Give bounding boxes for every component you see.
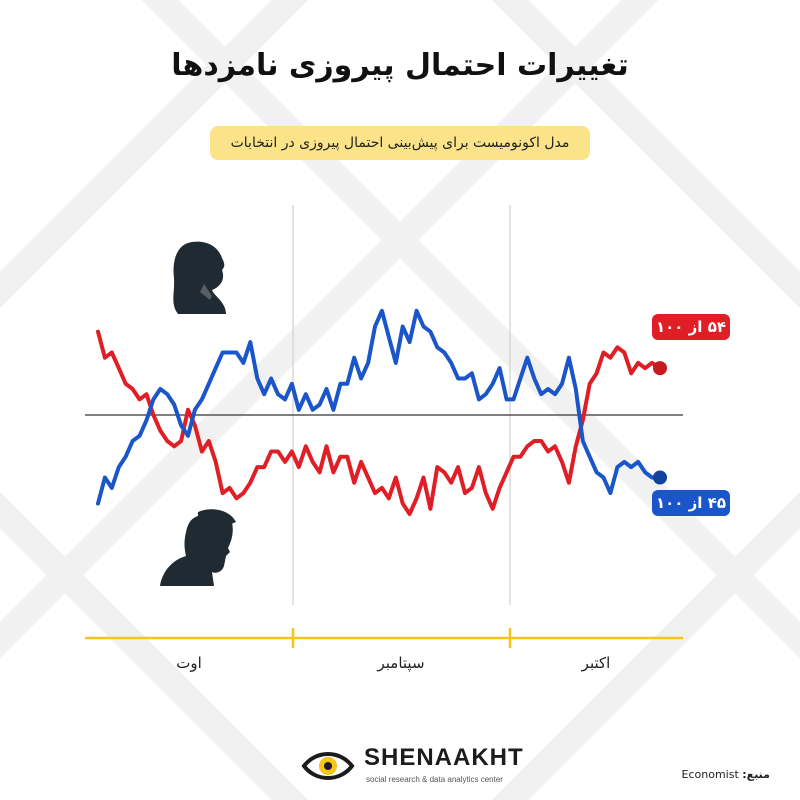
source-value: Economist bbox=[681, 768, 739, 781]
end-label-blue-text: ۴۵ از ۱۰۰ bbox=[656, 494, 726, 512]
month-label-september: سپتامبر bbox=[376, 654, 424, 673]
candidate-silhouette-female-icon bbox=[173, 241, 226, 314]
candidate-silhouette-male-icon bbox=[160, 509, 236, 586]
page-title: تغییرات احتمال پیروزی نامزدها bbox=[171, 48, 629, 83]
subtitle-box: مدل اکونومیست برای پیش‌بینی احتمال پیروز… bbox=[210, 126, 590, 160]
month-label-october: اکتبر bbox=[581, 654, 611, 672]
source-credit: منبع: Economist bbox=[682, 768, 770, 781]
end-label-blue: ۴۵ از ۱۰۰ bbox=[652, 490, 730, 516]
source-label: منبع: bbox=[742, 768, 770, 781]
end-point-blue bbox=[653, 470, 667, 485]
brand-tagline: social research & data analytics center bbox=[366, 775, 503, 784]
end-label-red-badge bbox=[652, 314, 730, 340]
brand-logo-eye-icon bbox=[301, 752, 355, 780]
end-label-red-text: ۵۴ از ۱۰۰ bbox=[656, 318, 726, 336]
subtitle: مدل اکونومیست برای پیش‌بینی احتمال پیروز… bbox=[230, 135, 570, 151]
end-label-blue-badge bbox=[652, 490, 730, 516]
brand-name: SHENAAKHT bbox=[364, 744, 524, 771]
series-line-blue bbox=[96, 308, 662, 506]
end-point-red bbox=[653, 361, 667, 376]
end-label-red: ۵۴ از ۱۰۰ bbox=[652, 314, 730, 340]
month-label-august: اوت bbox=[176, 654, 202, 672]
